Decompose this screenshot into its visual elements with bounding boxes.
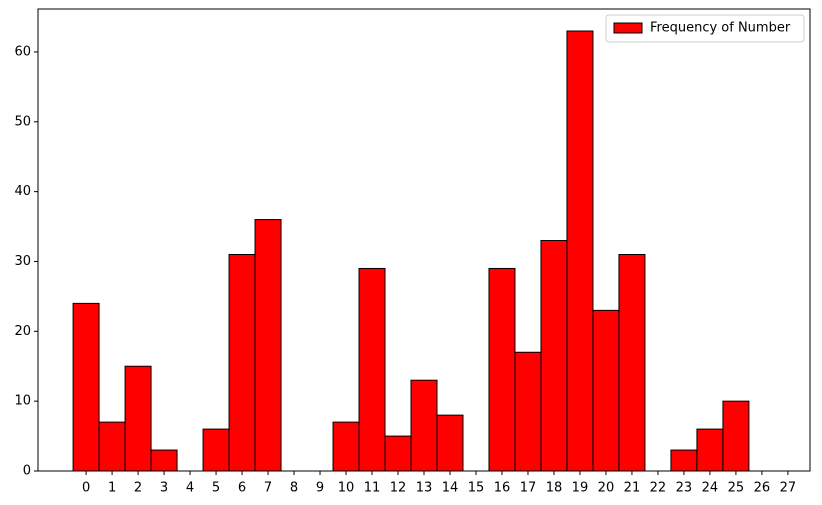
y-tick-label: 40 [14,184,31,199]
x-tick-label: 1 [108,481,116,496]
x-tick-label: 8 [290,481,298,496]
y-tick-label: 50 [14,114,31,129]
bar [670,449,698,472]
bar [540,240,568,472]
x-tick-label: 6 [238,481,246,496]
bar [332,421,360,472]
x-tick-label: 18 [546,481,563,496]
bar [384,435,412,472]
y-tick-label: 10 [14,394,31,409]
x-tick-label: 9 [316,481,324,496]
x-tick-label: 22 [650,481,667,496]
x-tick-label: 5 [212,481,220,496]
x-tick-label: 4 [186,481,194,496]
x-tick-label: 21 [624,481,641,496]
y-tick-label: 60 [14,44,31,59]
x-tick-label: 0 [82,481,90,496]
bar [722,400,750,472]
bar [696,428,724,472]
bar [514,351,542,472]
plot-frame [37,8,811,472]
legend-label: Frequency of Number [650,21,791,36]
bar [124,365,152,472]
x-tick-label: 23 [676,481,693,496]
x-tick-label: 20 [598,481,615,496]
x-tick-label: 14 [442,481,459,496]
x-tick-label: 25 [728,481,745,496]
bar [72,302,100,472]
legend-swatch [613,22,643,34]
x-tick-label: 26 [754,481,771,496]
x-tick-label: 10 [338,481,355,496]
bar [566,30,594,472]
y-tick-label: 20 [14,324,31,339]
y-tick-label: 30 [14,254,31,269]
x-tick-label: 7 [264,481,272,496]
legend-box [605,14,805,43]
x-tick-label: 19 [572,481,589,496]
x-tick-label: 13 [416,481,433,496]
bar [410,379,438,472]
x-tick-label: 11 [364,481,381,496]
legend: Frequency of Number [605,14,805,43]
x-tick-label: 15 [468,481,485,496]
bar [254,219,282,472]
x-tick-label: 27 [780,481,797,496]
x-tick-label: 17 [520,481,537,496]
bar [488,267,516,472]
x-tick-label: 2 [134,481,142,496]
bar [358,267,386,472]
x-tick-label: 12 [390,481,407,496]
bar [618,253,646,472]
bar [592,309,620,472]
bar [150,449,178,472]
bar [98,421,126,472]
x-tick-label: 16 [494,481,511,496]
bar [202,428,230,472]
x-tick-label: 3 [160,481,168,496]
x-tick-label: 24 [702,481,719,496]
bar [436,414,464,472]
bar [228,253,256,472]
y-tick-label: 0 [23,464,31,479]
